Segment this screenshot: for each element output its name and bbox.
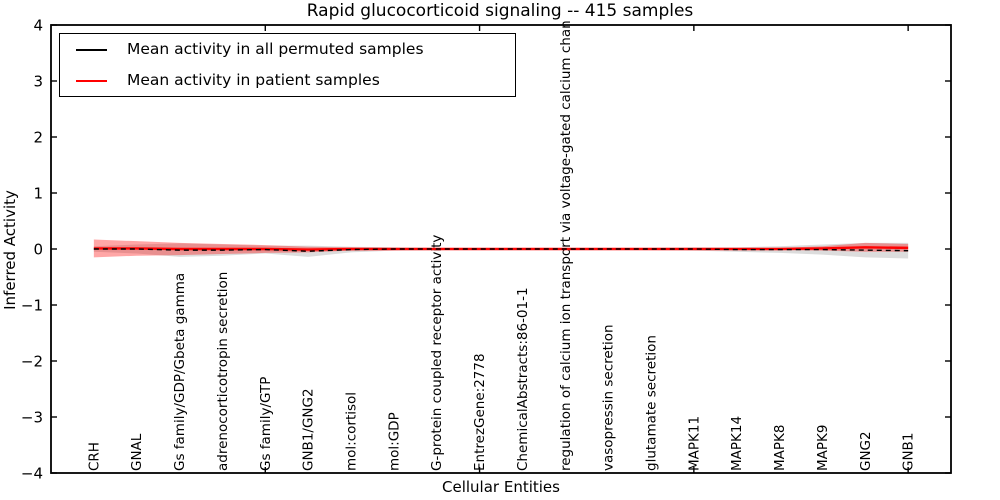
- y-tick-label: 3: [33, 72, 43, 90]
- x-category-label: Gs family/GDP/Gbeta gamma: [172, 273, 188, 471]
- x-category-label: EntrezGene:2778: [472, 353, 488, 471]
- axis-ticks: [51, 24, 951, 474]
- y-tick-label: 0: [33, 240, 43, 258]
- x-category-label: ChemicalAbstracts:86-01-1: [515, 287, 531, 471]
- legend-entry-patient: Mean activity in patient samples: [60, 71, 515, 90]
- x-category-label: mol:cortisol: [343, 392, 359, 471]
- x-category-label: mol:GDP: [386, 412, 402, 471]
- mean-lines: [93, 246, 909, 252]
- x-category-label: GNAL: [129, 433, 145, 471]
- x-category-label: CRH: [86, 442, 102, 471]
- x-category-label: GNB1: [901, 433, 917, 471]
- y-tick-label: −3: [21, 408, 43, 426]
- x-category-label: Gs family/GTP: [258, 377, 274, 471]
- x-category-labels: CRH GNAL Gs family/GDP/Gbeta gamma adrenoco…: [86, 20, 916, 471]
- x-category-label: MAPK8: [772, 425, 788, 471]
- x-category-label: glutamate secretion: [643, 335, 659, 471]
- x-category-label: MAPK11: [686, 416, 702, 471]
- chart-title: Rapid glucocorticoid signaling -- 415 sa…: [306, 1, 694, 21]
- legend-entry-permuted: Mean activity in all permuted samples: [60, 40, 515, 59]
- x-category-label: MAPK14: [729, 416, 745, 471]
- y-tick-label: 1: [33, 184, 43, 202]
- x-category-label: GNG2: [858, 431, 874, 471]
- y-tick-labels: −4 −3 −2 −1 0 1 2 3 4: [21, 16, 43, 482]
- x-category-label: G-protein coupled receptor activity: [429, 235, 445, 471]
- patient-line-swatch: [76, 79, 107, 82]
- y-tick-label: −4: [21, 464, 43, 482]
- x-category-label: GNB1/GNG2: [301, 388, 317, 471]
- permuted-line-swatch: [76, 48, 107, 51]
- x-category-label: MAPK9: [815, 425, 831, 471]
- legend-label-permuted: Mean activity in all permuted samples: [127, 40, 424, 59]
- y-axis-label: Inferred Activity: [1, 190, 19, 310]
- x-category-label: regulation of calcium ion transport via …: [558, 20, 574, 471]
- permuted-mean-line: [93, 248, 909, 252]
- x-category-label: vasopressin secretion: [601, 324, 617, 471]
- y-tick-label: 4: [33, 16, 43, 34]
- x-axis-label: Cellular Entities: [442, 478, 560, 496]
- y-tick-label: −2: [21, 352, 43, 370]
- y-tick-label: −1: [21, 296, 43, 314]
- legend: Mean activity in all permuted samples Me…: [59, 33, 516, 97]
- x-category-label: adrenocorticotropin secretion: [215, 272, 231, 471]
- y-tick-label: 2: [33, 128, 43, 146]
- band-permuted: [93, 242, 909, 259]
- legend-label-patient: Mean activity in patient samples: [127, 71, 380, 90]
